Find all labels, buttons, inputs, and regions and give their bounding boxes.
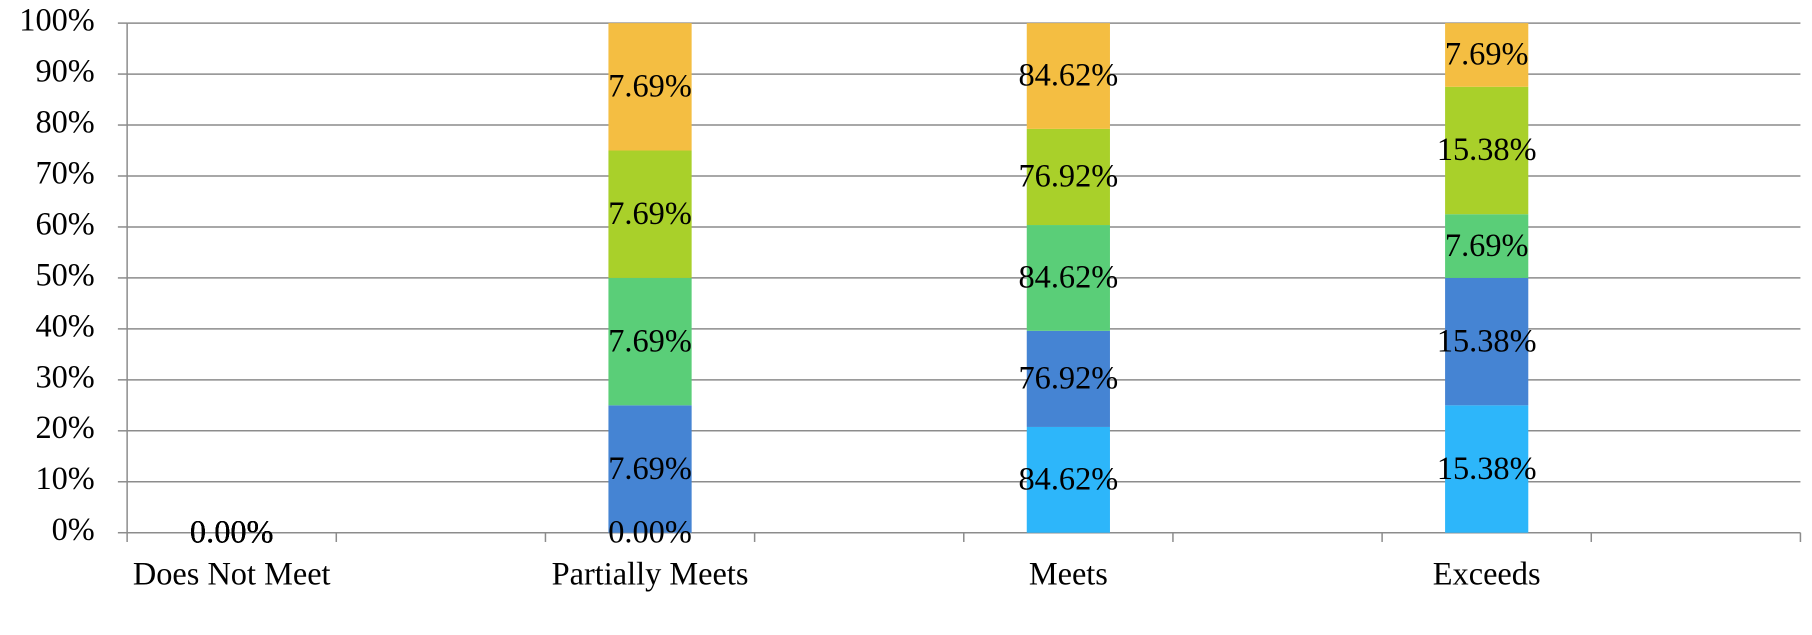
data-label: 84.62%: [1019, 259, 1119, 295]
data-label: 0.00%: [190, 513, 274, 549]
data-label: 7.69%: [1445, 227, 1529, 263]
data-label: 7.69%: [608, 195, 692, 231]
bar-segment: [1445, 214, 1529, 278]
x-tick-label-box: Meets: [1028, 556, 1108, 593]
y-tick-label: 50%: [35, 256, 94, 292]
bar-segment: [1026, 426, 1110, 533]
data-label: 7.69%: [608, 68, 692, 104]
bar-segment: [1445, 277, 1529, 406]
y-tick-label: 40%: [35, 307, 94, 343]
data-label: 15.38%: [1437, 322, 1537, 358]
data-label: 0.00%: [608, 513, 692, 549]
y-tick-label: 80%: [35, 103, 94, 139]
data-label: 15.38%: [1437, 450, 1537, 486]
bar-segment: [608, 277, 692, 406]
y-tick-label: 100%: [19, 2, 94, 38]
data-label: 84.62%: [1019, 461, 1119, 497]
bar-segment: [1026, 225, 1110, 331]
data-label: 76.92%: [1019, 158, 1119, 194]
bar-segment: [1445, 405, 1529, 533]
x-tick-label: Partially Meets: [551, 556, 749, 593]
y-tick-label: 70%: [35, 154, 94, 190]
bar-segment: [608, 150, 692, 278]
x-tick-label-box: Partially Meets: [551, 556, 749, 593]
data-label: 0.00%: [190, 513, 274, 549]
bar-segment: [1026, 23, 1110, 129]
x-tick-label-box: Exceeds: [1432, 556, 1541, 593]
data-label: 15.38%: [1437, 131, 1537, 167]
y-tick-label: 0%: [52, 511, 95, 547]
data-label: 7.69%: [608, 450, 692, 486]
x-tick-label-box: Does Not Meet: [132, 556, 331, 593]
data-label: 84.62%: [1019, 57, 1119, 93]
y-tick-label: 60%: [35, 205, 94, 241]
x-tick-label: Exceeds: [1432, 556, 1541, 593]
y-tick-label: 30%: [35, 358, 94, 394]
bar-segment: [1026, 330, 1110, 427]
bar-segment: [1026, 128, 1110, 226]
data-label: 0.00%: [190, 513, 274, 549]
bar-segment: [1445, 23, 1529, 87]
data-label: 7.69%: [608, 322, 692, 358]
y-tick-label: 20%: [35, 409, 94, 445]
bar-segment: [1445, 86, 1529, 215]
data-label: 0.00%: [190, 513, 274, 549]
x-tick-label: Does Not Meet: [132, 556, 331, 593]
y-tick-label: 10%: [35, 460, 94, 496]
data-label: 7.69%: [1445, 36, 1529, 72]
y-tick-label: 90%: [35, 52, 94, 88]
data-label: 0.00%: [190, 513, 274, 549]
bar-segment: [608, 405, 692, 533]
bar-segment: [608, 23, 692, 151]
x-tick-label: Meets: [1028, 556, 1108, 593]
data-label: 76.92%: [1019, 360, 1119, 396]
